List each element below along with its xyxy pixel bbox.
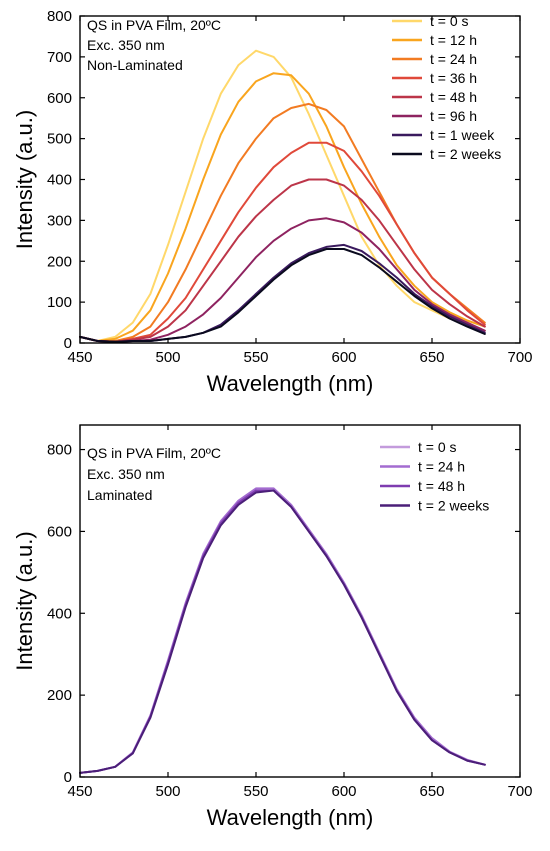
chart-panel-2: 450 500 550 600 650 700 0 200 400 600 800 Wavelengt… [12, 424, 533, 830]
legend-label: t = 48 h [430, 89, 477, 105]
x-tick-label: 550 [243, 349, 268, 366]
legend-label: t = 36 h [430, 70, 477, 86]
plot-frame [79, 424, 521, 778]
annotation-text: QS in PVA Film, 20ºC [87, 17, 221, 33]
y-tick-label: 200 [47, 253, 72, 270]
series-group [79, 49, 486, 343]
legend: t = 0 s t = 24 h t = 48 h t = 2 weeks [380, 439, 489, 514]
x-axis-title: Wavelength (nm) [207, 805, 374, 830]
series-line-3 [79, 102, 486, 342]
series-line-1 [79, 49, 486, 342]
chart-panel-1: 450 500 550 600 650 700 0 100 200 300 400 500 600 700… [12, 8, 533, 396]
y-tick-label: 100 [47, 294, 72, 311]
y-tick-label: 0 [64, 769, 72, 786]
x-tick-label: 600 [331, 349, 356, 366]
x-tick-label: 500 [155, 349, 180, 366]
x-tick-label: 650 [419, 349, 444, 366]
x-tick-label: 450 [67, 349, 92, 366]
legend: t = 0 s t = 12 h t = 24 h t = 36 h t = 48 h t… [392, 13, 501, 162]
legend-label: t = 24 h [418, 459, 465, 475]
y-axis-title: Intensity (a.u.) [12, 110, 37, 249]
legend-label: t = 2 weeks [418, 498, 489, 514]
y-tick-label: 800 [47, 8, 72, 25]
annotation-text: Laminated [87, 487, 152, 503]
y-tick-label: 600 [47, 523, 72, 540]
y-tick-label: 0 [64, 335, 72, 352]
x-tick-label: 450 [67, 783, 92, 800]
legend-label: t = 48 h [418, 478, 465, 494]
x-tick-label: 650 [419, 783, 444, 800]
x-tick-label: 500 [155, 783, 180, 800]
y-tick-label: 200 [47, 687, 72, 704]
x-tick-label: 600 [331, 783, 356, 800]
y-tick-label: 500 [47, 131, 72, 148]
annotation-text: Non-Laminated [87, 57, 183, 73]
annotation-text: QS in PVA Film, 20ºC [87, 445, 221, 461]
annotation-text: Exc. 350 nm [87, 466, 165, 482]
series-line-4 [79, 489, 486, 774]
x-tick-label: 550 [243, 783, 268, 800]
x-tick-label: 700 [507, 349, 532, 366]
y-tick-label: 400 [47, 172, 72, 189]
annotation-text: Exc. 350 nm [87, 37, 165, 53]
y-tick-label: 700 [47, 49, 72, 66]
series-line-6 [79, 217, 486, 343]
legend-label: t = 96 h [430, 108, 477, 124]
legend-label: t = 0 s [430, 13, 469, 29]
legend-label: t = 1 week [430, 127, 495, 143]
series-line-5 [79, 178, 486, 343]
x-axis-title: Wavelength (nm) [207, 371, 374, 396]
legend-label: t = 2 weeks [430, 146, 501, 162]
legend-label: t = 0 s [418, 439, 457, 455]
legend-label: t = 12 h [430, 32, 477, 48]
y-axis-title: Intensity (a.u.) [12, 531, 37, 670]
y-tick-label: 600 [47, 90, 72, 107]
legend-label: t = 24 h [430, 51, 477, 67]
y-tick-label: 400 [47, 605, 72, 622]
y-tick-label: 800 [47, 442, 72, 459]
series-line-7 [79, 243, 486, 343]
series-group [79, 487, 486, 774]
series-line-2 [79, 72, 486, 342]
x-tick-label: 700 [507, 783, 532, 800]
y-tick-label: 300 [47, 212, 72, 229]
series-line-4 [79, 141, 486, 343]
series-line-8 [79, 248, 486, 343]
